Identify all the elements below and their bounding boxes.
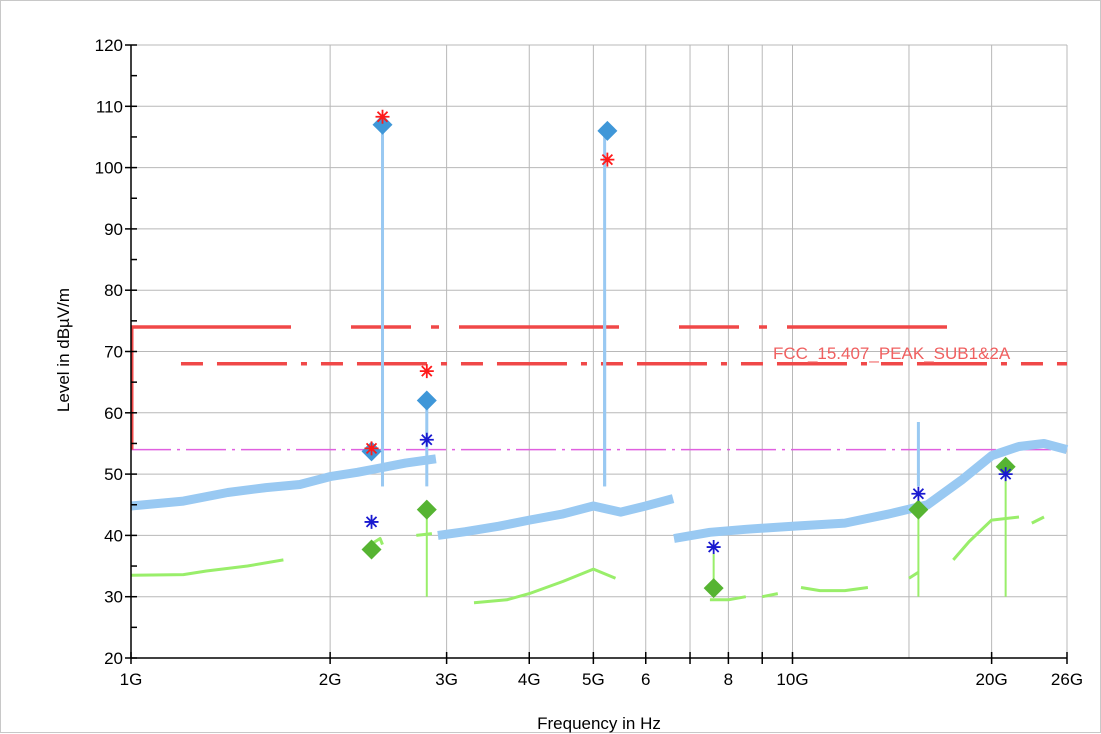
- y-tick-label: 60: [104, 404, 123, 423]
- final-peak-marker: [597, 120, 618, 141]
- final-peak-marker: [416, 390, 437, 411]
- x-tick-label: 8: [724, 670, 733, 689]
- x-tick-label: 6: [641, 670, 650, 689]
- y-tick-label: 110: [96, 97, 123, 116]
- markers: [361, 109, 1016, 599]
- axes: 20 30 40 50 60 70 80 90 100 110 120 1G 2G 3G 4G 5G 6 8 10G…: [95, 36, 1083, 689]
- average-trace-segment: [908, 570, 920, 580]
- red-star-marker: [600, 152, 615, 167]
- final-average-marker: [361, 539, 382, 560]
- x-tick-label: 26G: [1051, 670, 1083, 689]
- y-tick-label: 20: [104, 649, 123, 668]
- peak-trace-band: [130, 454, 437, 511]
- x-tick-label: 1G: [120, 670, 143, 689]
- y-tick-label: 120: [95, 36, 123, 55]
- limit-line-label: FCC_15.407_PEAK_SUB1&2A: [773, 344, 1011, 363]
- y-tick-label: 90: [104, 220, 123, 239]
- final-average-marker: [908, 499, 929, 520]
- x-tick-label: 3G: [435, 670, 458, 689]
- average-trace-segment: [761, 592, 779, 599]
- limit-lines: [130, 325, 1067, 451]
- final-average-marker: [995, 456, 1016, 477]
- y-tick-label: 30: [104, 588, 123, 607]
- final-peak-marker: [372, 114, 393, 135]
- peak-trace-band: [673, 439, 1069, 543]
- average-trace-segment: [800, 586, 869, 593]
- y-tick-label: 100: [95, 159, 123, 178]
- x-tick-label: 2G: [319, 670, 342, 689]
- average-trace-segment: [709, 595, 747, 602]
- blue-star-marker: [364, 514, 379, 529]
- blue-star-marker: [998, 467, 1013, 482]
- x-tick-label: 20G: [976, 670, 1008, 689]
- average-trace-segment: [130, 558, 284, 577]
- y-tick-label: 40: [104, 526, 123, 545]
- blue-star-marker: [706, 540, 721, 555]
- average-trace-segment: [473, 567, 617, 605]
- peak-trace-band: [437, 494, 675, 540]
- average-trace-segment: [416, 532, 433, 537]
- blue-star-marker: [911, 486, 926, 501]
- peak-trace: [130, 124, 1069, 543]
- y-axis-title: Level in dBµV/m: [54, 288, 73, 412]
- y-tick-label: 50: [104, 465, 123, 484]
- blue-star-marker: [419, 432, 434, 447]
- final-average-marker: [416, 499, 437, 520]
- x-tick-label: 5G: [582, 670, 605, 689]
- x-tick-label: 10G: [776, 670, 808, 689]
- red-star-marker: [364, 441, 379, 456]
- average-trace-segment: [952, 515, 1020, 561]
- average-trace-segment: [1031, 515, 1045, 525]
- y-tick-label: 80: [104, 281, 123, 300]
- x-axis-title: Frequency in Hz: [537, 714, 661, 733]
- x-tick-label: 4G: [518, 670, 541, 689]
- final-average-marker: [703, 578, 724, 599]
- y-tick-label: 70: [104, 343, 123, 362]
- red-star-marker: [375, 109, 390, 124]
- red-star-marker: [419, 364, 434, 379]
